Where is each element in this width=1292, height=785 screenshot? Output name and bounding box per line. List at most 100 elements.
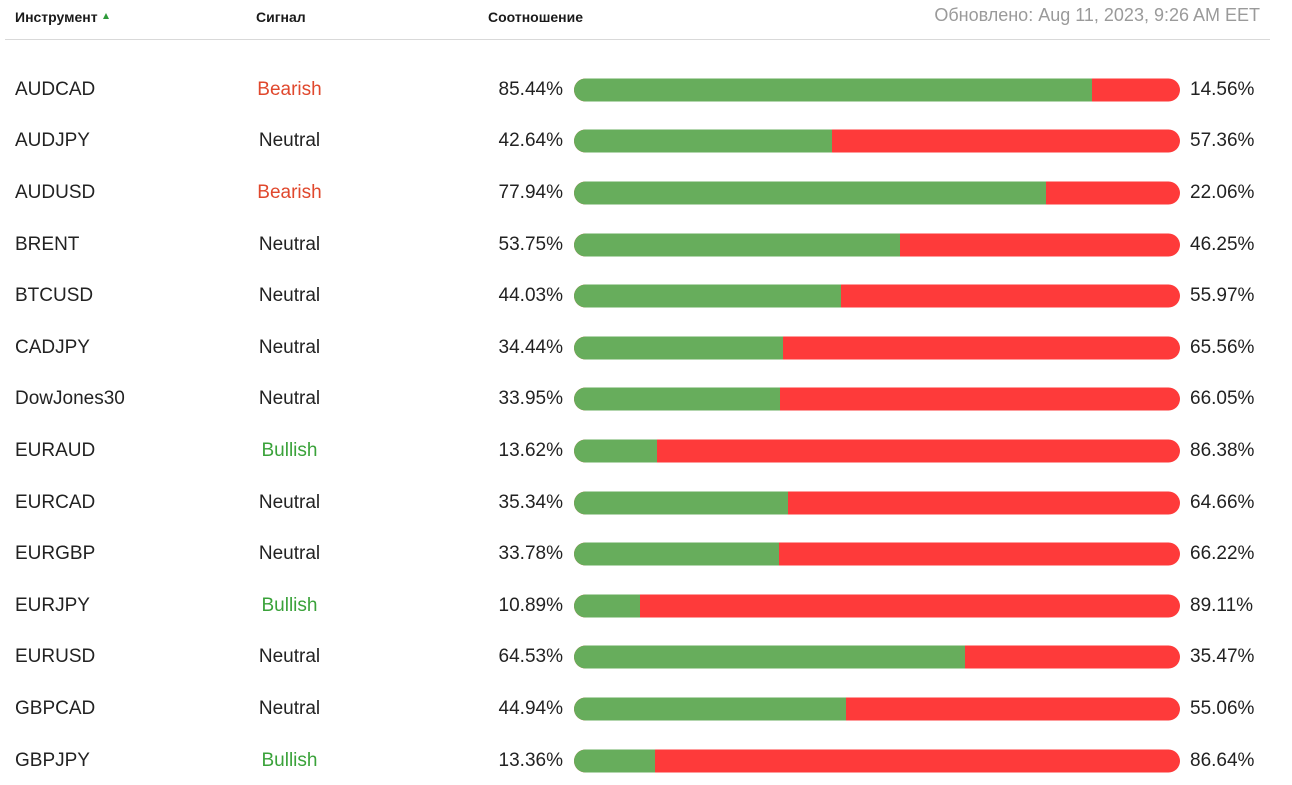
long-percentage: 77.94% (498, 181, 563, 203)
instrument-name[interactable]: CADJPY (15, 336, 90, 358)
ratio-bar-long-segment (574, 78, 1092, 102)
instrument-name[interactable]: GBPCAD (15, 697, 96, 719)
long-percentage: 44.03% (498, 285, 563, 307)
table-row[interactable]: EURCAD Neutral 35.34% 64.66% (0, 477, 1292, 529)
instrument-name[interactable]: AUDCAD (15, 78, 96, 100)
ratio-bar (574, 542, 1180, 566)
ratio-bar (574, 336, 1180, 360)
instrument-name[interactable]: AUDJPY (15, 130, 90, 152)
signal-label: Neutral (258, 388, 321, 410)
ratio-bar (574, 594, 1180, 618)
sort-ascending-icon (102, 13, 109, 19)
ratio-bar-long-segment (574, 594, 640, 618)
ratio-bar (574, 697, 1180, 721)
ratio-bar (574, 491, 1180, 515)
table-row[interactable]: DowJones30 Neutral 33.95% 66.05% (0, 374, 1292, 426)
ratio-bar-long-segment (574, 697, 847, 721)
short-percentage: 66.22% (1190, 543, 1255, 565)
signal-label: Bearish (257, 181, 322, 203)
table-row[interactable]: GBPJPY Bullish 13.36% 86.64% (0, 735, 1292, 785)
instrument-name[interactable]: EURUSD (15, 646, 96, 668)
short-percentage: 86.64% (1190, 749, 1255, 771)
instrument-column-label: Инструмент (15, 9, 98, 25)
long-percentage: 44.94% (498, 697, 563, 719)
table-header: Инструмент Сигнал Соотношение Обновлено:… (5, 0, 1270, 40)
instrument-name[interactable]: EURAUD (15, 439, 96, 461)
instrument-name[interactable]: EURGBP (15, 543, 96, 565)
long-percentage: 34.44% (498, 336, 563, 358)
signal-label: Neutral (258, 233, 321, 255)
signal-label: Bullish (261, 594, 318, 616)
ratio-bar-long-segment (574, 645, 966, 669)
short-percentage: 55.06% (1190, 697, 1255, 719)
ratio-bar-long-segment (574, 336, 783, 360)
table-row[interactable]: AUDCAD Bearish 85.44% 14.56% (0, 64, 1292, 116)
table-row[interactable]: EURJPY Bullish 10.89% 89.11% (0, 580, 1292, 632)
short-percentage: 66.05% (1190, 388, 1255, 410)
short-percentage: 46.25% (1190, 233, 1255, 255)
ratio-bar (574, 284, 1180, 308)
ratio-bar-long-segment (574, 284, 841, 308)
instrument-name[interactable]: GBPJPY (15, 749, 90, 771)
instrument-column-header[interactable]: Инструмент (15, 9, 109, 25)
instrument-name[interactable]: EURJPY (15, 594, 90, 616)
ratio-bar-long-segment (574, 387, 780, 411)
table-row[interactable]: EURGBP Neutral 33.78% 66.22% (0, 528, 1292, 580)
signal-label: Neutral (258, 646, 321, 668)
instrument-name[interactable]: BRENT (15, 233, 80, 255)
instrument-name[interactable]: BTCUSD (15, 285, 94, 307)
signal-label: Neutral (258, 130, 321, 152)
ratio-bar-long-segment (574, 129, 833, 153)
signal-label: Bullish (261, 439, 318, 461)
ratio-bar-long-segment (574, 542, 779, 566)
short-percentage: 55.97% (1190, 285, 1255, 307)
ratio-bar (574, 181, 1180, 205)
short-percentage: 65.56% (1190, 336, 1255, 358)
ratio-bar (574, 439, 1180, 463)
ratio-bar (574, 749, 1180, 773)
ratio-bar-long-segment (574, 439, 657, 463)
ratio-bar-long-segment (574, 491, 789, 515)
long-percentage: 35.34% (498, 491, 563, 513)
short-percentage: 64.66% (1190, 491, 1255, 513)
short-percentage: 57.36% (1190, 130, 1255, 152)
ratio-bar-long-segment (574, 181, 1047, 205)
signal-column-header: Сигнал (256, 9, 306, 25)
table-row[interactable]: BTCUSD Neutral 44.03% 55.97% (0, 270, 1292, 322)
table-row[interactable]: AUDJPY Neutral 42.64% 57.36% (0, 116, 1292, 168)
ratio-bar-long-segment (574, 749, 655, 773)
table-row[interactable]: BRENT Neutral 53.75% 46.25% (0, 219, 1292, 271)
ratio-column-header: Соотношение (488, 9, 584, 25)
long-percentage: 85.44% (498, 78, 563, 100)
table-row[interactable]: EURAUD Bullish 13.62% 86.38% (0, 425, 1292, 477)
ratio-bar (574, 129, 1180, 153)
long-percentage: 33.95% (498, 388, 563, 410)
signal-label: Neutral (258, 543, 321, 565)
instrument-name[interactable]: DowJones30 (15, 388, 125, 410)
table-row[interactable]: AUDUSD Bearish 77.94% 22.06% (0, 167, 1292, 219)
ratio-bar (574, 233, 1180, 257)
long-percentage: 13.36% (498, 749, 563, 771)
signal-label: Bullish (261, 749, 318, 771)
instrument-name[interactable]: EURCAD (15, 491, 96, 513)
long-percentage: 13.62% (498, 439, 563, 461)
long-percentage: 53.75% (498, 233, 563, 255)
short-percentage: 86.38% (1190, 439, 1255, 461)
signal-label: Neutral (258, 697, 321, 719)
long-percentage: 64.53% (498, 646, 563, 668)
ratio-bar (574, 645, 1180, 669)
short-percentage: 14.56% (1190, 78, 1255, 100)
updated-timestamp: Обновлено: Aug 11, 2023, 9:26 AM EET (934, 5, 1260, 25)
long-percentage: 10.89% (498, 594, 563, 616)
table-row[interactable]: EURUSD Neutral 64.53% 35.47% (0, 632, 1292, 684)
signal-label: Neutral (258, 491, 321, 513)
signal-label: Neutral (258, 336, 321, 358)
short-percentage: 35.47% (1190, 646, 1255, 668)
short-percentage: 22.06% (1190, 181, 1255, 203)
long-percentage: 42.64% (498, 130, 563, 152)
signal-label: Neutral (258, 285, 321, 307)
table-row[interactable]: GBPCAD Neutral 44.94% 55.06% (0, 683, 1292, 735)
table-row[interactable]: CADJPY Neutral 34.44% 65.56% (0, 322, 1292, 374)
instrument-name[interactable]: AUDUSD (15, 181, 96, 203)
